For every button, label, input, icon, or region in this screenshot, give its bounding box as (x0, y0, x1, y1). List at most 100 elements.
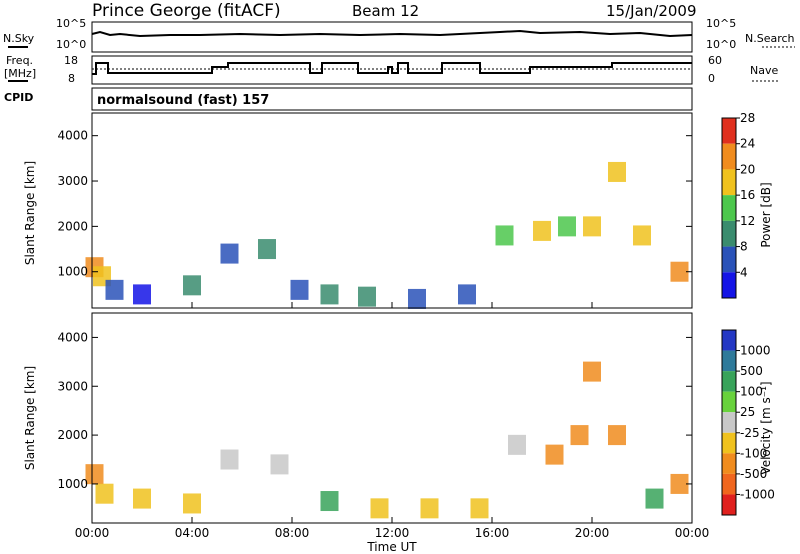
heatmap-cell (133, 488, 151, 509)
velocity-panel: 1000 2000 3000 4000 Slant Range [km] 1000 50… (23, 302, 775, 554)
colorbar-tick-label: 28 (740, 111, 755, 125)
heatmap-cell (458, 284, 476, 305)
heatmap-cell (533, 220, 551, 241)
colorbar-segment (722, 432, 736, 454)
power-y-axis: 1000 2000 3000 4000 (57, 129, 692, 279)
heatmap-cell (133, 284, 151, 305)
velocity-ylabel: Slant Range [km] (23, 366, 37, 470)
heatmap-cell (583, 216, 601, 237)
y-tick-label: 1000 (57, 265, 88, 279)
heatmap-cell (320, 284, 339, 305)
beam-title: Beam 12 (352, 2, 419, 20)
heatmap-cell (258, 239, 276, 260)
colorbar-tick-label: -1000 (740, 487, 775, 501)
y-tick-label: 4000 (57, 330, 88, 344)
heatmap-cell (470, 498, 489, 519)
cpid-text: normalsound (fast) 157 (97, 93, 269, 108)
colorbar-segment (722, 195, 736, 221)
heatmap-cell (370, 498, 389, 519)
x-tick-label: 00:00 (675, 526, 710, 540)
heatmap-cell (220, 243, 239, 264)
heatmap-cell (358, 286, 376, 307)
nave-tick-high: 60 (708, 54, 722, 67)
x-tick-label: 20:00 (575, 526, 610, 540)
noise-left-tick-low: 10^0 (56, 38, 86, 51)
colorbar-segment (722, 371, 736, 392)
heatmap-cell (420, 498, 439, 519)
power-panel: 1000 2000 3000 4000 Slant Range [km] 4 8 12 16… (23, 111, 773, 309)
colorbar-segment (722, 494, 736, 515)
noise-left-tick-high: 10^5 (56, 17, 86, 30)
freq-tick-high: 18 (64, 54, 78, 67)
colorbar-segment (722, 272, 736, 298)
colorbar-segment (722, 473, 736, 495)
heatmap-cell (645, 488, 664, 509)
heatmap-cell (320, 491, 339, 512)
freq-tick-low: 8 (68, 72, 75, 85)
power-heatmap-cells (85, 161, 689, 309)
colorbar-frame (721, 117, 737, 299)
heatmap-cell (670, 473, 689, 494)
heatmap-cell (270, 454, 289, 475)
cpid-bar (91, 87, 693, 111)
noise-sky-trace (91, 29, 693, 38)
x-tick-label: 12:00 (375, 526, 410, 540)
heatmap-cell (558, 216, 576, 237)
colorbar-segment (722, 350, 736, 372)
heatmap-cell (583, 361, 601, 382)
date-title: 15/Jan/2009 (606, 2, 697, 20)
colorbar-segment (722, 412, 736, 433)
colorbar-segment (722, 453, 736, 474)
time-xlabel: Time UT (366, 540, 417, 554)
colorbar-tick-label: 16 (740, 188, 755, 202)
colorbar-tick-label: 4 (740, 265, 748, 279)
freq-panel: Freq. [MHz] 18 8 60 0 Nave (4, 54, 778, 85)
y-tick-label: 3000 (57, 174, 88, 188)
power-ylabel: Slant Range [km] (23, 161, 37, 265)
noise-panel: N.Sky 10^5 10^0 10^5 10^0 N.Search (3, 17, 795, 53)
y-tick-label: 3000 (57, 379, 88, 393)
colorbar-frame (721, 329, 737, 516)
x-tick-label: 08:00 (275, 526, 310, 540)
heatmap-cell (570, 425, 589, 446)
colorbar-segment (722, 220, 736, 247)
power-colorbar: 4 8 12 16 20 24 28 (721, 111, 755, 299)
colorbar-tick-label: -500 (740, 467, 767, 481)
nave-label: Nave (750, 64, 778, 77)
time-x-axis: 00:00 04:00 08:00 12:00 16:00 20:00 00:00 (75, 302, 710, 540)
heatmap-cell (408, 288, 426, 309)
velocity-colorbar: 1000 500 100 25 -25 -100 -500 -1000 (721, 329, 775, 516)
heatmap-cell (633, 225, 651, 246)
colorbar-tick-label: 25 (740, 405, 755, 419)
x-tick-label: 00:00 (75, 526, 110, 540)
noise-right-tick-low: 10^0 (706, 38, 736, 51)
colorbar-tick-label: 24 (740, 137, 755, 151)
y-tick-label: 2000 (57, 428, 88, 442)
velocity-heatmap-cells (85, 361, 689, 519)
heatmap-cell (495, 225, 514, 246)
x-tick-label: 04:00 (175, 526, 210, 540)
colorbar-segment (722, 143, 736, 170)
colorbar-segment (722, 118, 736, 144)
y-tick-label: 1000 (57, 477, 88, 491)
colorbar-segment (722, 391, 736, 413)
heatmap-cell (608, 425, 626, 446)
noise-right-tick-high: 10^5 (706, 17, 736, 30)
colorbar-tick-label: 8 (740, 240, 748, 254)
y-tick-label: 4000 (57, 129, 88, 143)
cpid-label: CPID (4, 91, 33, 104)
heatmap-cell (95, 483, 114, 504)
colorbar-tick-label: 500 (740, 364, 763, 378)
heatmap-cell (85, 464, 104, 485)
velocity-y-axis: 1000 2000 3000 4000 (57, 330, 692, 491)
colorbar-tick-label: 12 (740, 214, 755, 228)
heatmap-cell (508, 434, 526, 455)
heatmap-cell (220, 449, 239, 470)
velocity-colorbar-label: Velocity [m s⁻¹] (759, 381, 773, 474)
noise-left-label: N.Sky (3, 32, 35, 45)
colorbar-tick-label: -25 (740, 426, 760, 440)
heatmap-cell (105, 279, 124, 300)
y-tick-label: 2000 (57, 219, 88, 233)
colorbar-segment (722, 330, 736, 351)
